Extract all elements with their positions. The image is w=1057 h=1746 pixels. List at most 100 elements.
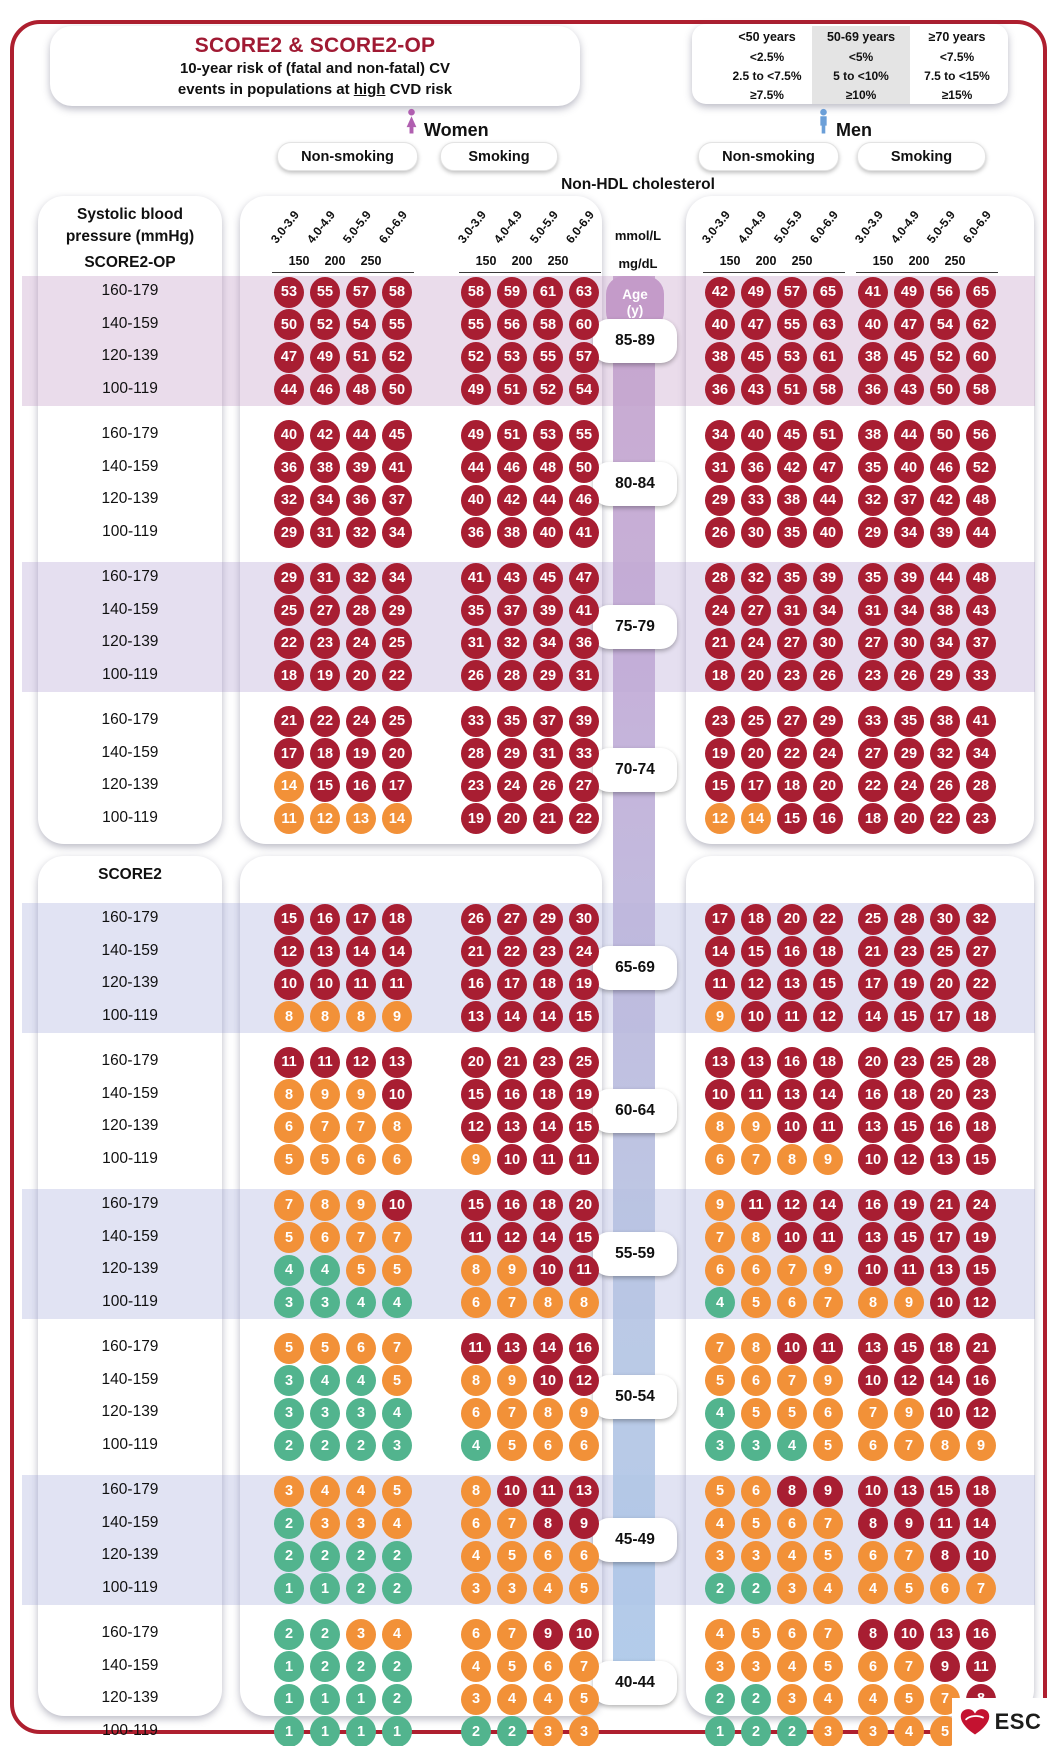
risk-cell: 1 bbox=[274, 1651, 304, 1682]
risk-cell: 8 bbox=[461, 1254, 491, 1286]
risk-cell: 13 bbox=[777, 1079, 807, 1110]
bp-row-label: 140-159 bbox=[101, 600, 159, 618]
risk-cell: 53 bbox=[497, 341, 527, 373]
risk-cell: 11 bbox=[346, 968, 376, 1000]
risk-cell: 23 bbox=[966, 803, 996, 834]
risk-cell: 54 bbox=[930, 309, 960, 340]
risk-cell: 1 bbox=[382, 1716, 412, 1746]
bp-row-label: 120-139 bbox=[101, 974, 159, 991]
risk-cell: 49 bbox=[461, 419, 491, 451]
risk-cell: 13 bbox=[382, 1046, 412, 1078]
risk-cell: 34 bbox=[533, 627, 563, 659]
risk-cell: 7 bbox=[497, 1397, 527, 1429]
risk-cell: 5 bbox=[894, 1573, 924, 1604]
risk-cell: 7 bbox=[894, 1430, 924, 1461]
risk-cell: 9 bbox=[310, 1079, 340, 1110]
risk-cell: 36 bbox=[705, 374, 735, 405]
risk-cell: 10 bbox=[777, 1111, 807, 1143]
risk-cell: 7 bbox=[382, 1332, 412, 1364]
risk-cell: 16 bbox=[930, 1111, 960, 1143]
risk-cell: 5 bbox=[274, 1144, 304, 1175]
risk-cell: 58 bbox=[533, 309, 563, 340]
risk-cell: 3 bbox=[705, 1651, 735, 1682]
risk-cell: 9 bbox=[569, 1397, 599, 1429]
risk-cell: 18 bbox=[741, 903, 771, 935]
risk-cell: 31 bbox=[310, 562, 340, 594]
risk-cell: 16 bbox=[777, 936, 807, 967]
sex-header-women: Women bbox=[404, 108, 489, 140]
risk-cell: 5 bbox=[894, 1683, 924, 1715]
mgdl-underline-ws bbox=[459, 272, 601, 273]
bp-row-label: 140-159 bbox=[101, 457, 159, 475]
risk-cell: 11 bbox=[310, 1046, 340, 1078]
esc-logo: ESC bbox=[952, 1698, 1048, 1746]
risk-cell: 29 bbox=[274, 517, 304, 548]
risk-cell: 2 bbox=[274, 1540, 304, 1572]
risk-cell: 13 bbox=[858, 1111, 888, 1143]
risk-cell: 1 bbox=[705, 1716, 735, 1746]
risk-cell: 35 bbox=[894, 705, 924, 737]
mgdl-tick-ws-0: 150 bbox=[475, 254, 497, 268]
risk-cell: 22 bbox=[777, 738, 807, 769]
risk-cell: 15 bbox=[966, 1254, 996, 1286]
risk-cell: 18 bbox=[274, 660, 304, 691]
women-panel-score2 bbox=[240, 856, 602, 1716]
risk-cell: 9 bbox=[382, 1001, 412, 1032]
risk-cell: 6 bbox=[461, 1508, 491, 1539]
risk-cell: 2 bbox=[346, 1540, 376, 1572]
risk-cell: 34 bbox=[382, 517, 412, 548]
bp-row-label: 140-159 bbox=[101, 1513, 159, 1531]
bp-row-label: 160-179 bbox=[101, 1624, 159, 1641]
risk-cell: 59 bbox=[497, 276, 527, 308]
risk-cell: 13 bbox=[741, 1046, 771, 1078]
risk-cell: 4 bbox=[310, 1365, 340, 1396]
risk-cell: 50 bbox=[274, 309, 304, 340]
risk-cell: 13 bbox=[705, 1046, 735, 1078]
risk-cell: 46 bbox=[930, 452, 960, 483]
risk-cell: 9 bbox=[894, 1397, 924, 1429]
risk-cell: 26 bbox=[894, 660, 924, 691]
risk-cell: 34 bbox=[894, 517, 924, 548]
risk-cell: 2 bbox=[310, 1618, 340, 1650]
risk-cell: 41 bbox=[569, 595, 599, 626]
risk-cell: 41 bbox=[569, 517, 599, 548]
risk-cell: 50 bbox=[930, 374, 960, 405]
risk-cell: 41 bbox=[858, 276, 888, 308]
risk-cell: 10 bbox=[777, 1332, 807, 1364]
risk-cell: 40 bbox=[741, 419, 771, 451]
risk-cell: 5 bbox=[274, 1332, 304, 1364]
risk-cell: 31 bbox=[858, 595, 888, 626]
risk-cell: 14 bbox=[533, 1001, 563, 1032]
bp-row-label: 160-179 bbox=[101, 1052, 159, 1069]
risk-cell: 18 bbox=[930, 1332, 960, 1364]
risk-cell: 25 bbox=[382, 627, 412, 659]
risk-cell: 8 bbox=[533, 1287, 563, 1318]
risk-cell: 3 bbox=[777, 1573, 807, 1604]
risk-cell: 19 bbox=[894, 1189, 924, 1221]
risk-cell: 28 bbox=[497, 660, 527, 691]
risk-cell: 6 bbox=[858, 1651, 888, 1682]
risk-cell: 9 bbox=[813, 1475, 843, 1507]
risk-cell: 40 bbox=[705, 309, 735, 340]
risk-cell: 14 bbox=[274, 770, 304, 802]
risk-cell: 20 bbox=[894, 803, 924, 834]
risk-cell: 61 bbox=[533, 276, 563, 308]
risk-cell: 1 bbox=[310, 1683, 340, 1715]
risk-cell: 43 bbox=[497, 562, 527, 594]
risk-cell: 36 bbox=[274, 452, 304, 483]
risk-cell: 14 bbox=[705, 936, 735, 967]
risk-cell: 12 bbox=[813, 1001, 843, 1032]
bp-row-label: 100-119 bbox=[102, 379, 158, 397]
legend-value-1-0: <5% bbox=[812, 47, 910, 66]
risk-cell: 8 bbox=[930, 1540, 960, 1572]
risk-cell: 29 bbox=[813, 705, 843, 737]
risk-cell: 3 bbox=[310, 1287, 340, 1318]
chart-border-frame bbox=[10, 20, 1047, 1734]
risk-cell: 24 bbox=[741, 627, 771, 659]
risk-cell: 13 bbox=[858, 1332, 888, 1364]
risk-cell: 29 bbox=[497, 738, 527, 769]
risk-cell: 23 bbox=[705, 705, 735, 737]
age-pill-65-69: 65-69 bbox=[593, 945, 677, 990]
risk-cell: 8 bbox=[858, 1508, 888, 1539]
risk-cell: 29 bbox=[533, 660, 563, 691]
